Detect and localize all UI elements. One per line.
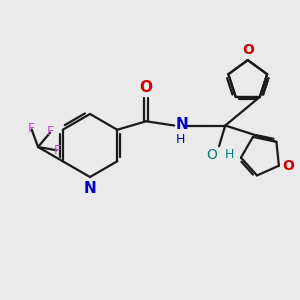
Text: O: O [242, 43, 254, 56]
Text: N: N [176, 117, 188, 132]
Text: O: O [140, 80, 153, 95]
Text: H: H [176, 133, 185, 146]
Text: F: F [47, 125, 54, 138]
Text: N: N [84, 181, 96, 196]
Text: H: H [225, 148, 234, 161]
Text: F: F [54, 144, 61, 157]
Text: F: F [28, 122, 35, 135]
Text: O: O [283, 159, 294, 173]
Text: O: O [207, 148, 218, 162]
